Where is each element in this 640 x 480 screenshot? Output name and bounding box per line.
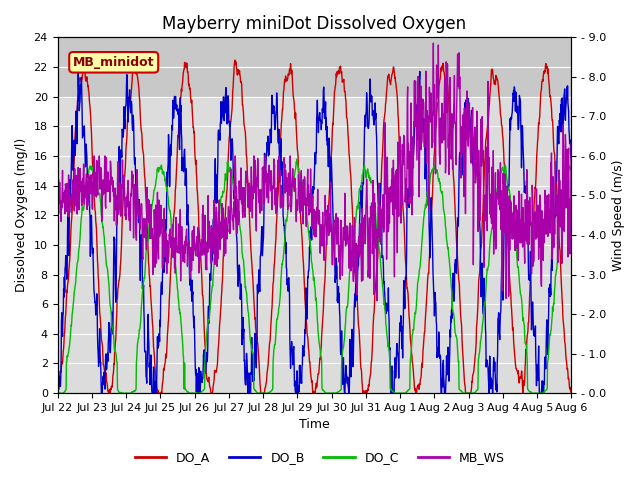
Bar (58, 37, 572, 96)
Y-axis label: Dissolved Oxygen (mg/l): Dissolved Oxygen (mg/l) (15, 138, 28, 292)
Title: Mayberry miniDot Dissolved Oxygen: Mayberry miniDot Dissolved Oxygen (163, 15, 467, 33)
Legend: DO_A, DO_B, DO_C, MB_WS: DO_A, DO_B, DO_C, MB_WS (130, 446, 510, 469)
X-axis label: Time: Time (299, 419, 330, 432)
Text: MB_minidot: MB_minidot (73, 56, 154, 69)
Y-axis label: Wind Speed (m/s): Wind Speed (m/s) (612, 159, 625, 271)
